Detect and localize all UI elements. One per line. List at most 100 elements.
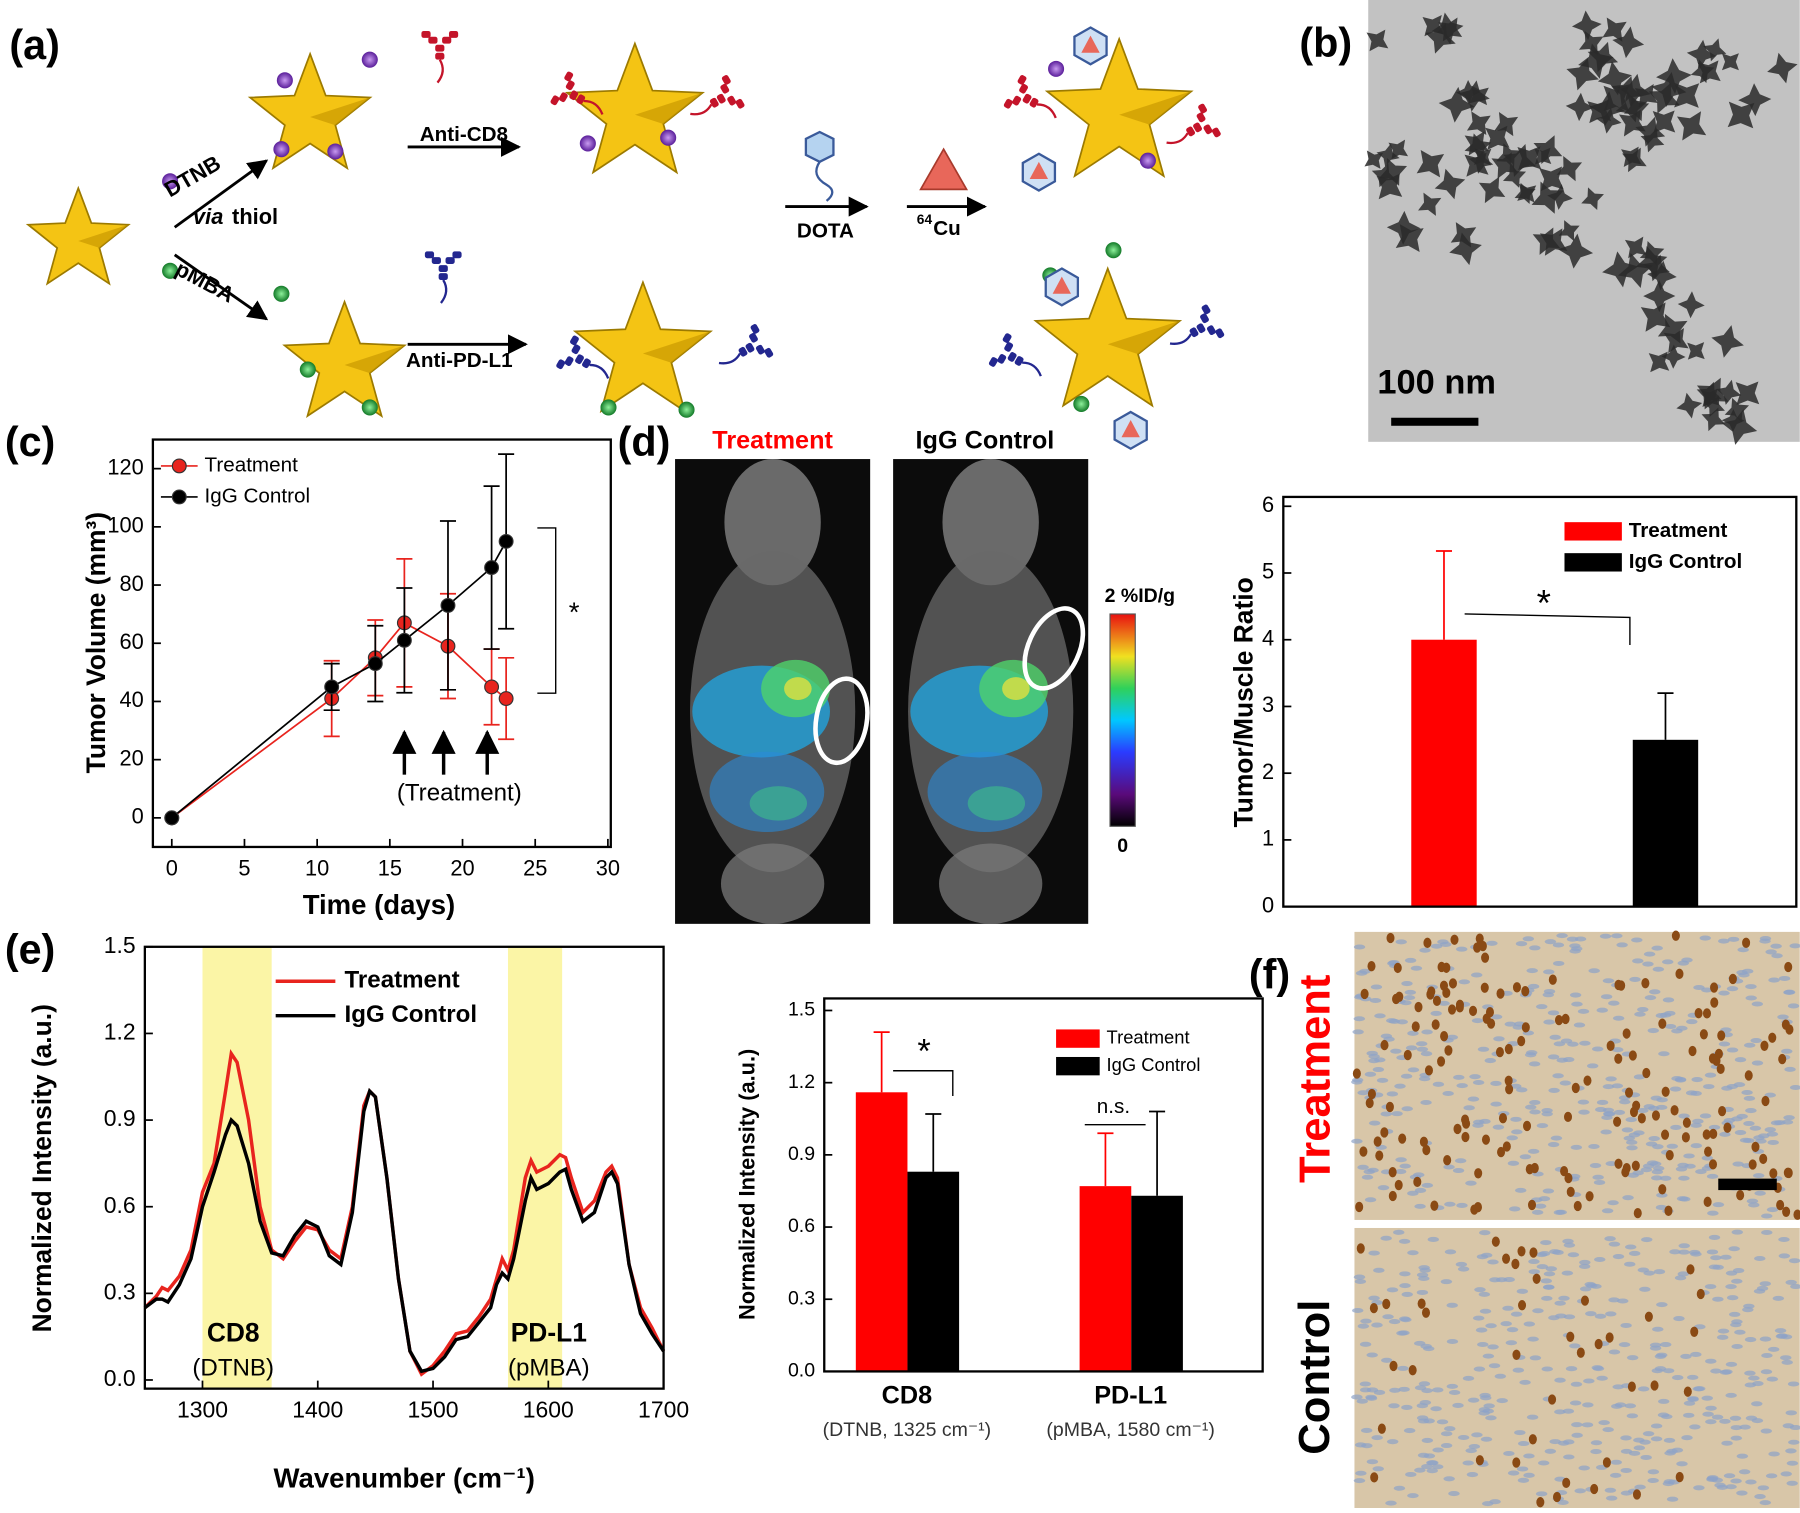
nucleus: [1691, 1077, 1703, 1083]
nucleus: [1719, 1131, 1731, 1137]
nucleus: [1401, 1291, 1413, 1297]
stained-cell: [1688, 1045, 1697, 1057]
nucleus: [1444, 1426, 1456, 1432]
antibody-part: [564, 356, 574, 367]
antibody-part: [1196, 323, 1206, 334]
tem-particle: [1364, 150, 1383, 169]
nucleus: [1393, 1229, 1405, 1235]
nanostar-shade: [642, 331, 711, 363]
nucleus: [1758, 1133, 1770, 1139]
stained-cell: [1373, 1136, 1382, 1147]
nucleus: [1529, 1099, 1541, 1106]
nucleus: [1517, 1441, 1530, 1447]
nanostar: [282, 299, 407, 419]
nucleus: [1529, 1355, 1542, 1361]
legend-swatch: [1056, 1029, 1100, 1048]
nucleus: [1600, 994, 1613, 1000]
nucleus: [1674, 1076, 1687, 1082]
arrow: [173, 253, 269, 321]
antibody-tail: [1169, 333, 1193, 345]
nucleus: [1671, 1375, 1684, 1381]
nucleus: [1790, 1284, 1800, 1290]
nucleus: [1569, 992, 1582, 998]
antibody-part: [720, 83, 730, 94]
nucleus: [1676, 1196, 1689, 1202]
tem-particle: [1502, 164, 1527, 188]
stained-cell: [1793, 1209, 1800, 1220]
nucleus: [1590, 1449, 1602, 1455]
nucleus: [1693, 1485, 1705, 1491]
nucleus: [1751, 1401, 1763, 1407]
nucleus: [1788, 1439, 1800, 1445]
nucleus: [1733, 1082, 1746, 1088]
nucleus: [1626, 1145, 1638, 1151]
y-axis-title: Normalized Intensity (a.u.): [27, 1004, 57, 1332]
ligand: [1105, 242, 1122, 259]
nucleus: [1732, 1268, 1745, 1274]
bar: [1632, 739, 1699, 907]
stained-cell: [1443, 1155, 1452, 1166]
stained-cell: [1708, 1053, 1717, 1064]
nucleus: [1625, 1117, 1637, 1123]
nucleus: [1731, 1319, 1743, 1325]
scheme-label: Anti-CD8: [420, 123, 508, 146]
nucleus: [1677, 1271, 1690, 1277]
nanostar-shade: [310, 97, 371, 126]
nucleus: [1608, 1349, 1621, 1355]
nucleus: [1555, 1313, 1567, 1319]
nucleus: [1455, 1261, 1468, 1267]
nucleus: [1547, 1010, 1560, 1016]
antibody-part: [1007, 352, 1017, 362]
nucleus: [1419, 1400, 1432, 1406]
nucleus: [1558, 1295, 1570, 1301]
nucleus: [1596, 1099, 1609, 1105]
nucleus: [1547, 1054, 1560, 1060]
nucleus: [1766, 1376, 1779, 1382]
nucleus: [1485, 1415, 1497, 1421]
nucleus: [1380, 1111, 1392, 1117]
nucleus: [1578, 1109, 1590, 1115]
nucleus: [1642, 1431, 1655, 1437]
scale-label: 100 nm: [1377, 364, 1496, 402]
nucleus: [1490, 1080, 1502, 1086]
nucleus: [1738, 972, 1750, 978]
nucleus: [1487, 1259, 1499, 1265]
stained-cell: [1437, 961, 1446, 973]
tem-particle: [1727, 101, 1755, 129]
panel-label: (f): [1249, 952, 1290, 998]
nucleus: [1678, 1243, 1690, 1249]
nucleus: [1514, 1430, 1526, 1436]
uptake: [784, 677, 812, 701]
nucleus: [1705, 1419, 1717, 1425]
antibody-part: [558, 92, 568, 103]
stained-cell: [1658, 1018, 1667, 1029]
nucleus: [1421, 1029, 1433, 1035]
nucleus: [1480, 1436, 1493, 1442]
nucleus: [1535, 1004, 1548, 1010]
x-tick-label: 1700: [638, 1397, 689, 1423]
nucleus: [1716, 1334, 1729, 1340]
significance-bracket: [537, 527, 557, 694]
nucleus: [1664, 1010, 1676, 1016]
point: [164, 810, 180, 826]
nucleus: [1407, 1067, 1420, 1073]
stained-cell: [1521, 986, 1530, 997]
nucleus: [1446, 1383, 1459, 1389]
antibody-part: [424, 251, 435, 259]
nucleus: [1786, 1460, 1799, 1466]
nucleus: [1770, 943, 1782, 949]
nucleus: [1736, 1490, 1748, 1496]
stained-cell: [1627, 1381, 1636, 1392]
nucleus: [1586, 1063, 1599, 1069]
nucleus: [1436, 1419, 1449, 1425]
nucleus: [1634, 1011, 1646, 1017]
nucleus: [1787, 1003, 1800, 1009]
nucleus: [1781, 1048, 1793, 1054]
nucleus: [1781, 1359, 1793, 1365]
stained-cell: [1576, 1347, 1585, 1358]
nucleus: [1625, 1139, 1638, 1145]
nanostar: [572, 279, 713, 414]
tem-particle: [1643, 280, 1676, 313]
antibody-part: [564, 71, 574, 82]
